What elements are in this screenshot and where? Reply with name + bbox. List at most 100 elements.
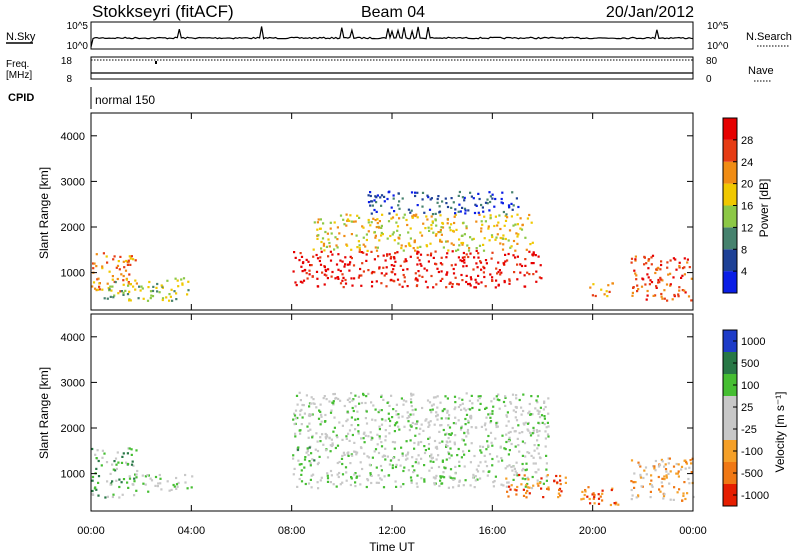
heatmap-cell <box>528 273 531 276</box>
heatmap-cell <box>307 436 310 439</box>
heatmap-cell <box>649 496 652 499</box>
heatmap-cell <box>430 227 433 230</box>
heatmap-cell <box>330 275 333 278</box>
heatmap-cell <box>526 451 529 454</box>
heatmap-cell <box>95 253 98 256</box>
heatmap-cell <box>460 425 463 428</box>
heatmap-cell <box>481 223 484 226</box>
heatmap-cell <box>491 197 494 200</box>
heatmap-cell <box>361 262 364 265</box>
heatmap-cell <box>447 451 450 454</box>
heatmap-cell <box>320 413 323 416</box>
heatmap-cell <box>296 448 300 451</box>
heatmap-cell <box>633 472 636 475</box>
heatmap-cell <box>363 441 366 444</box>
heatmap-cell <box>409 211 412 214</box>
nsearch-label: N.Search <box>746 31 792 43</box>
heatmap-cell <box>420 440 423 444</box>
heatmap-cell <box>418 274 421 277</box>
heatmap-cell <box>634 272 637 275</box>
heatmap-cell <box>348 269 351 272</box>
heatmap-cell <box>135 449 138 452</box>
heatmap-cell <box>368 463 371 466</box>
heatmap-cell <box>399 264 402 267</box>
heatmap-cell <box>350 424 353 427</box>
heatmap-cell <box>337 475 340 479</box>
heatmap-cell <box>448 414 451 417</box>
heatmap-cell <box>528 250 531 253</box>
freq-tick-top: 18 <box>61 56 73 67</box>
heatmap-cell <box>685 462 688 465</box>
heatmap-cell <box>373 231 376 234</box>
heatmap-cell <box>332 403 335 406</box>
heatmap-cell <box>665 470 668 473</box>
heatmap-cell <box>319 410 322 413</box>
heatmap-cell <box>398 217 401 220</box>
heatmap-cell <box>397 458 400 462</box>
heatmap-cell <box>512 478 515 481</box>
heatmap-cell <box>490 257 493 260</box>
heatmap-cell <box>396 251 399 254</box>
heatmap-cell <box>403 466 406 469</box>
heatmap-cell <box>156 290 159 293</box>
heatmap-cell <box>187 280 190 283</box>
heatmap-cell <box>377 451 381 455</box>
heatmap-cell <box>362 236 365 239</box>
x-tick-label: 04:00 <box>178 525 206 537</box>
heatmap-cell <box>439 230 442 234</box>
heatmap-cell <box>383 475 386 478</box>
heatmap-cell <box>321 433 324 436</box>
heatmap-cell <box>464 443 467 446</box>
heatmap-cell <box>393 256 396 259</box>
heatmap-cell <box>508 449 511 452</box>
heatmap-cell <box>463 258 466 262</box>
heatmap-cell <box>358 216 361 219</box>
heatmap-cell <box>337 397 340 401</box>
heatmap-cell <box>537 434 540 437</box>
heatmap-cell <box>675 472 678 475</box>
heatmap-cell <box>482 249 486 252</box>
heatmap-cell <box>462 251 465 255</box>
heatmap-cell <box>537 421 540 424</box>
heatmap-cell <box>148 280 151 284</box>
heatmap-cell <box>690 299 693 302</box>
heatmap-cell <box>98 282 101 285</box>
heatmap-cell <box>690 462 693 465</box>
heatmap-cell <box>582 497 585 500</box>
heatmap-cell <box>135 473 138 476</box>
heatmap-cell <box>115 266 118 269</box>
heatmap-cell <box>392 268 395 271</box>
heatmap-cell <box>660 292 663 296</box>
heatmap-cell <box>371 204 374 207</box>
heatmap-cell <box>664 463 667 466</box>
heatmap-cell <box>436 414 439 417</box>
heatmap-cell <box>318 259 321 263</box>
heatmap-cell <box>683 257 686 260</box>
heatmap-cell <box>298 477 301 481</box>
heatmap-cell <box>397 413 400 416</box>
heatmap-cell <box>402 403 405 406</box>
heatmap-cell <box>174 277 177 280</box>
heatmap-cell <box>663 289 666 292</box>
heatmap-cell <box>448 457 451 460</box>
heatmap-cell <box>125 278 128 281</box>
heatmap-cell <box>361 467 364 471</box>
heatmap-cell <box>430 224 433 227</box>
heatmap-cell <box>293 423 296 426</box>
heatmap-cell <box>128 290 131 293</box>
heatmap-cell <box>480 281 483 284</box>
heatmap-cell <box>446 222 449 225</box>
heatmap-cell <box>125 259 128 263</box>
heatmap-cell <box>589 286 592 289</box>
colorbar-segment <box>723 227 737 250</box>
heatmap-cell <box>479 261 483 264</box>
heatmap-cell <box>388 432 391 435</box>
heatmap-cell <box>374 419 377 422</box>
heatmap-cell <box>114 281 117 284</box>
heatmap-cell <box>403 260 406 263</box>
heatmap-cell <box>320 247 323 250</box>
heatmap-cell <box>434 219 437 222</box>
heatmap-cell <box>653 467 656 470</box>
heatmap-cell <box>476 478 479 481</box>
heatmap-cell <box>112 296 115 299</box>
